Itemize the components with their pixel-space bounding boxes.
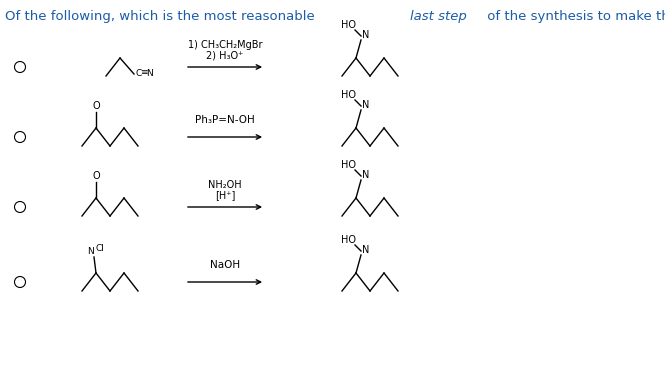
- Text: O: O: [92, 101, 100, 111]
- Text: of the synthesis to make the desired target molecule?: of the synthesis to make the desired tar…: [483, 10, 665, 23]
- Text: HO: HO: [341, 160, 356, 170]
- Text: HO: HO: [341, 20, 356, 30]
- Text: N: N: [362, 100, 369, 110]
- Text: 2) H₃O⁺: 2) H₃O⁺: [206, 50, 243, 60]
- Text: last step: last step: [410, 10, 467, 23]
- Text: O: O: [92, 171, 100, 181]
- Text: NH₂OH: NH₂OH: [208, 180, 242, 190]
- Text: 1) CH₃CH₂MgBr: 1) CH₃CH₂MgBr: [188, 40, 262, 50]
- Text: C: C: [135, 68, 141, 77]
- Text: HO: HO: [341, 90, 356, 100]
- Text: [H⁺]: [H⁺]: [215, 190, 235, 200]
- Text: NaOH: NaOH: [210, 260, 240, 270]
- Text: Cl: Cl: [95, 244, 104, 253]
- Text: N: N: [362, 170, 369, 180]
- Text: ≡: ≡: [140, 68, 148, 77]
- Text: Of the following, which is the most reasonable: Of the following, which is the most reas…: [5, 10, 319, 23]
- Text: HO: HO: [341, 235, 356, 245]
- Text: N: N: [146, 68, 153, 77]
- Text: N: N: [362, 30, 369, 40]
- Text: Ph₃P=N-OH: Ph₃P=N-OH: [195, 115, 255, 125]
- Text: N: N: [362, 245, 369, 255]
- Text: N: N: [87, 247, 94, 256]
